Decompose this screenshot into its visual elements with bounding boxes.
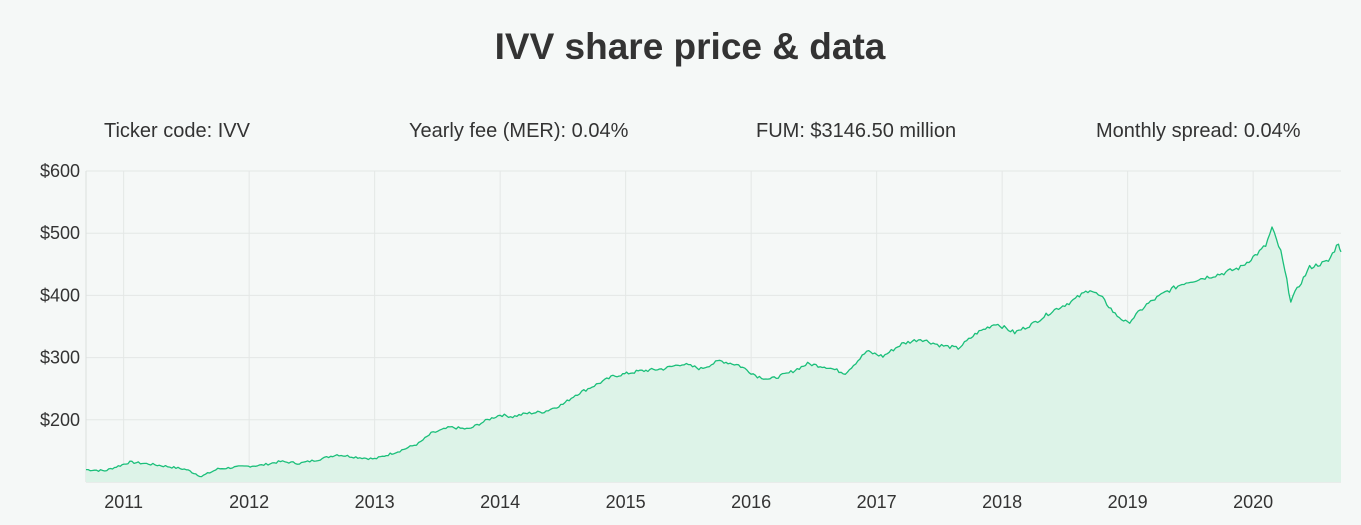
- x-tick-label: 2014: [480, 492, 520, 512]
- x-tick-label: 2017: [857, 492, 897, 512]
- y-tick-label: $300: [40, 348, 80, 368]
- monthly-spread-stat: Monthly spread: 0.04%: [1096, 120, 1301, 142]
- page-title: IVV share price & data: [494, 26, 886, 67]
- fum-stat: FUM: $3146.50 million: [756, 120, 957, 142]
- x-tick-label: 2013: [355, 492, 395, 512]
- price-area: [86, 227, 1341, 482]
- x-tick-label: 2015: [606, 492, 646, 512]
- x-tick-label: 2016: [731, 492, 771, 512]
- y-tick-label: $400: [40, 285, 80, 305]
- y-tick-label: $200: [40, 410, 80, 430]
- x-tick-label: 2012: [229, 492, 269, 512]
- y-tick-label: $500: [40, 223, 80, 243]
- x-tick-label: 2019: [1108, 492, 1148, 512]
- x-tick-label: 2020: [1233, 492, 1273, 512]
- y-tick-label: $600: [40, 161, 80, 181]
- x-tick-label: 2018: [982, 492, 1022, 512]
- x-tick-label: 2011: [104, 492, 143, 512]
- ticker-code-stat: Ticker code: IVV: [104, 120, 250, 142]
- yearly-fee-stat: Yearly fee (MER): 0.04%: [409, 120, 629, 142]
- price-line: [86, 226, 1342, 478]
